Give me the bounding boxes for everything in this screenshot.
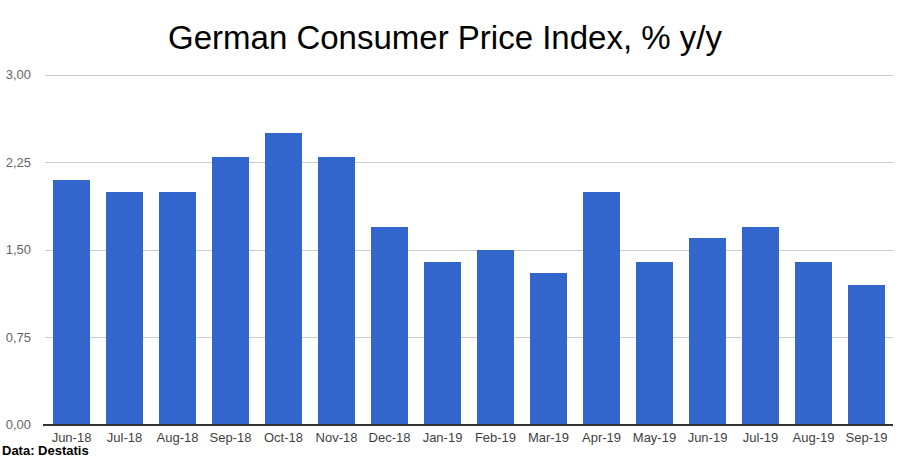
gridline <box>45 75 893 76</box>
bar-sep-19 <box>848 285 885 425</box>
bar-mar-19 <box>530 273 567 425</box>
source-note: Data: Destatis <box>2 443 89 458</box>
y-tick-label: 2,25 <box>0 156 31 170</box>
bar-aug-18 <box>159 192 196 425</box>
y-tick-label: 0,75 <box>0 331 31 345</box>
y-tick-label: 1,50 <box>0 243 31 257</box>
bar-jun-19 <box>689 238 726 425</box>
chart-title: German Consumer Price Index, % y/y <box>0 19 890 57</box>
chart-canvas: German Consumer Price Index, % y/y Data:… <box>0 0 919 461</box>
y-tick-label: 0,00 <box>0 418 31 432</box>
x-axis-baseline <box>43 424 893 426</box>
bar-jan-19 <box>424 262 461 425</box>
bar-oct-18 <box>265 133 302 425</box>
x-tick-label: Sep-19 <box>830 430 903 445</box>
bar-jul-18 <box>106 192 143 425</box>
bar-may-19 <box>636 262 673 425</box>
bar-jul-19 <box>742 227 779 425</box>
y-tick-label: 3,00 <box>0 68 31 82</box>
bar-aug-19 <box>795 262 832 425</box>
bar-sep-18 <box>212 157 249 425</box>
bar-dec-18 <box>371 227 408 425</box>
bar-jun-18 <box>53 180 90 425</box>
bar-nov-18 <box>318 157 355 425</box>
gridline <box>45 162 893 163</box>
bar-feb-19 <box>477 250 514 425</box>
bar-apr-19 <box>583 192 620 425</box>
